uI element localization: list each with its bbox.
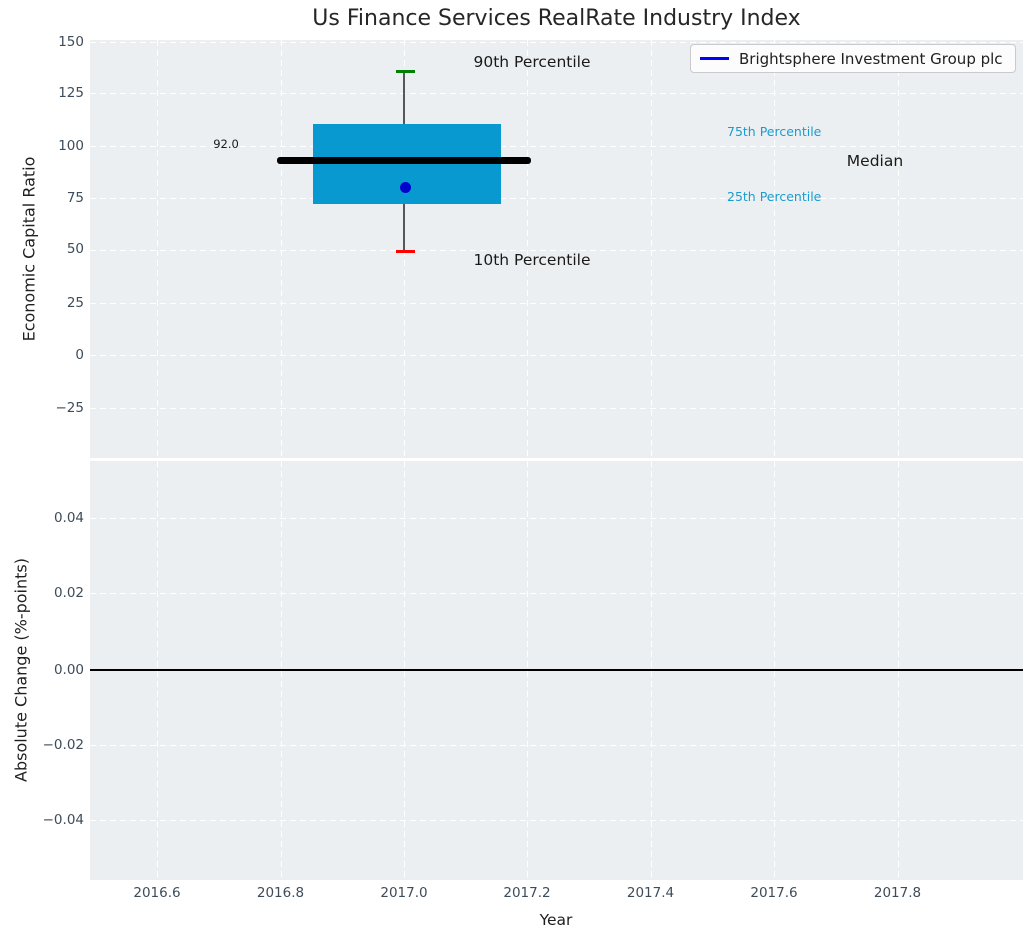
xtick-label: 2017.2 (503, 885, 551, 901)
gridline-vertical (897, 40, 899, 458)
gridline-vertical (774, 40, 776, 458)
gridline-vertical (527, 40, 529, 458)
gridline-horizontal (90, 593, 1023, 595)
xtick-label: 2016.8 (256, 885, 305, 901)
ytick-label: 25 (66, 295, 84, 311)
p25-annotation: 25th Percentile (727, 189, 822, 204)
gridline-horizontal (90, 355, 1023, 357)
ytick-label: −0.02 (42, 737, 84, 753)
p10-cap-marker (396, 249, 415, 253)
median-value-label: 92.0 (213, 136, 239, 151)
gridline-horizontal (90, 303, 1023, 305)
gridline-horizontal (90, 820, 1023, 822)
ytick-label: 0.02 (53, 585, 84, 601)
legend: Brightsphere Investment Group plc (690, 44, 1016, 73)
gridline-horizontal (90, 518, 1023, 520)
ytick-label: 150 (58, 34, 84, 50)
chart-title: Us Finance Services RealRate Industry In… (312, 6, 801, 31)
ytick-label: 50 (66, 241, 84, 257)
ytick-label: 0.00 (53, 662, 84, 678)
gridline-vertical (157, 40, 159, 458)
top-axes-economic-capital-ratio: 90th Percentile 10th Percentile 75th Per… (90, 40, 1023, 458)
xtick-label: 2017.0 (380, 885, 428, 901)
gridline-vertical (280, 40, 282, 458)
legend-label: Brightsphere Investment Group plc (739, 49, 1003, 68)
median-line (277, 157, 531, 164)
gridline-horizontal (90, 42, 1023, 44)
p90-cap-marker (396, 69, 415, 73)
p90-annotation: 90th Percentile (473, 53, 591, 71)
xtick-label: 2017.8 (873, 885, 922, 901)
gridline-horizontal (90, 745, 1023, 747)
gridline-horizontal (90, 93, 1023, 95)
ytick-label: −0.04 (42, 812, 84, 828)
p10-annotation: 10th Percentile (473, 251, 591, 269)
xtick-label: 2017.4 (626, 885, 675, 901)
ytick-label: 100 (58, 138, 84, 154)
bottom-axes-absolute-change (90, 461, 1023, 880)
bottom-y-axis-label: Absolute Change (%-points) (11, 558, 31, 782)
legend-line-swatch (700, 57, 729, 60)
ytick-label: 0.04 (53, 510, 84, 526)
p75-annotation: 75th Percentile (727, 124, 822, 139)
ytick-label: 75 (66, 190, 84, 206)
gridline-horizontal (90, 249, 1023, 251)
gridline-horizontal (90, 408, 1023, 410)
ytick-label: −25 (55, 400, 85, 416)
gridline-horizontal (90, 198, 1023, 200)
ytick-label: 125 (58, 85, 84, 101)
xtick-label: 2016.6 (133, 885, 181, 901)
median-annotation: Median (846, 152, 904, 170)
x-axis-label: Year (539, 911, 573, 929)
xtick-label: 2017.6 (750, 885, 798, 901)
gridline-horizontal (90, 146, 1023, 148)
zero-reference-line (90, 669, 1023, 672)
top-y-axis-label: Economic Capital Ratio (19, 156, 39, 342)
company-value-dot (399, 181, 411, 193)
gridline-vertical (650, 40, 652, 458)
ytick-label: 0 (75, 347, 84, 363)
